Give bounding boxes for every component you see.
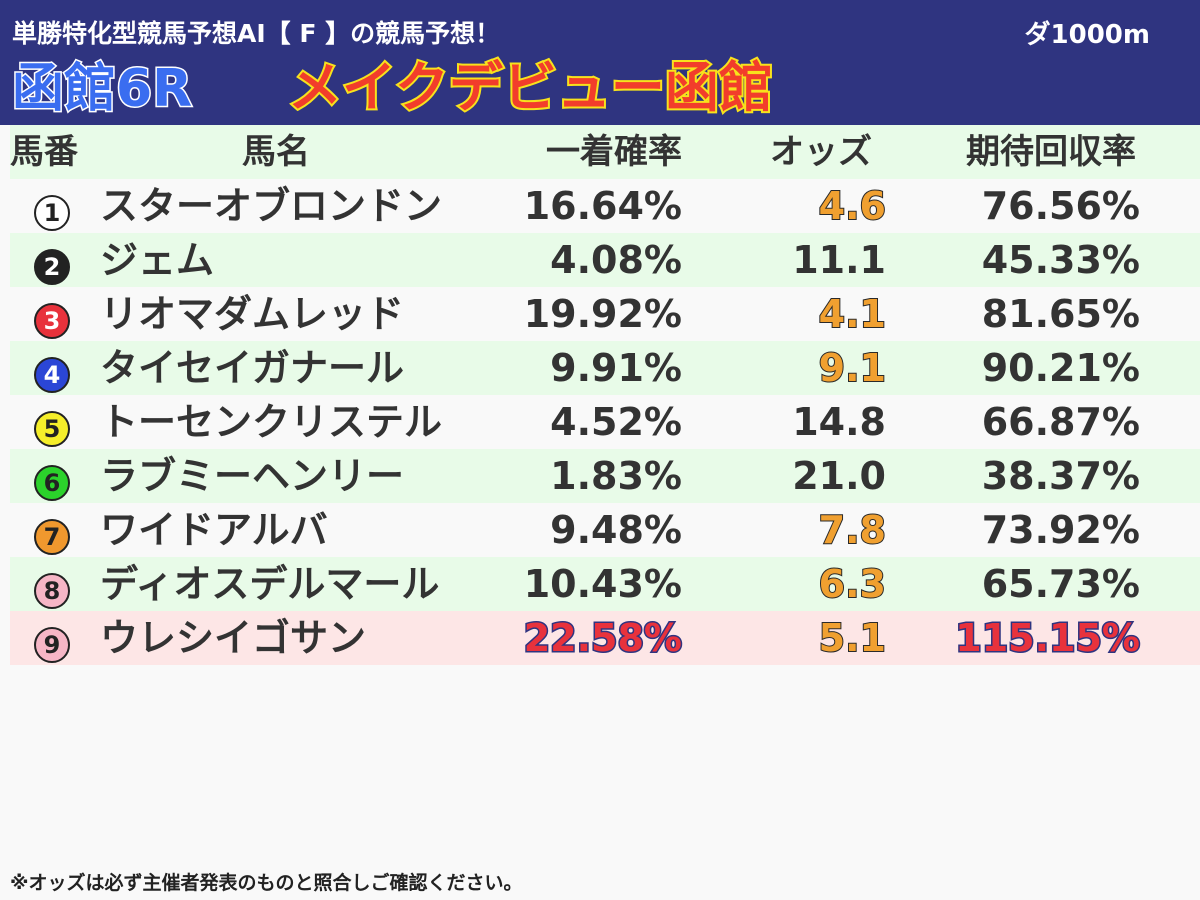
- table-row: 2 ジェム 4.08% 11.1 45.33%: [10, 233, 1200, 287]
- site-subtitle: 単勝特化型競馬予想AI【 F 】の競馬予想！: [12, 19, 501, 48]
- odds-value: 7.8: [818, 507, 887, 553]
- win-probability: 9.48%: [550, 508, 682, 552]
- odds-value: 5.1: [818, 615, 887, 661]
- race-distance: ダ1000m: [1024, 20, 1150, 50]
- table-header-row: 馬番 馬名 一着確率 オッズ 期待回収率: [10, 125, 1200, 179]
- expected-return: 90.21%: [981, 346, 1140, 390]
- win-probability-top: 22.58%: [522, 615, 683, 662]
- table-row-highlighted: 9 ウレシイゴサン 22.58% 5.1 115.15%: [10, 611, 1200, 665]
- win-probability: 10.43%: [523, 562, 682, 606]
- expected-return: 45.33%: [981, 238, 1140, 282]
- race-number: 函館6R: [10, 58, 193, 121]
- odds-value: 14.8: [792, 400, 886, 444]
- expected-return: 65.73%: [981, 562, 1140, 606]
- horse-name: スターオブロンドン: [100, 184, 443, 228]
- race-name: メイクデビュー函館: [286, 54, 775, 121]
- win-probability: 19.92%: [523, 292, 682, 336]
- horse-number-badge: 2: [34, 248, 70, 285]
- odds-value: 4.6: [818, 183, 887, 229]
- win-probability: 1.83%: [550, 454, 682, 498]
- horse-number-badge: 8: [34, 572, 70, 609]
- odds-value: 4.1: [818, 291, 887, 337]
- expected-return: 66.87%: [981, 400, 1140, 444]
- horse-name: リオマダムレッド: [100, 292, 405, 336]
- table-row: 3 リオマダムレッド 19.92% 4.1 81.65%: [10, 287, 1200, 341]
- horse-name: ラブミーヘンリー: [100, 454, 405, 498]
- odds-disclaimer: ※オッズは必ず主催者発表のものと照合しご確認ください。: [10, 872, 523, 894]
- horse-name: トーセンクリステル: [100, 400, 443, 444]
- expected-return-top: 115.15%: [954, 615, 1142, 662]
- horse-number-badge: 5: [34, 410, 70, 447]
- win-probability: 4.52%: [550, 400, 682, 444]
- odds-value: 21.0: [792, 454, 886, 498]
- horse-number-badge: 6: [34, 464, 70, 501]
- horse-number-badge: 9: [34, 626, 70, 663]
- horse-name: ワイドアルバ: [100, 508, 328, 552]
- header-num: 馬番: [10, 132, 78, 172]
- table-row: 1 スターオブロンドン 16.64% 4.6 76.56%: [10, 179, 1200, 233]
- horse-name: タイセイガナール: [100, 346, 405, 390]
- header-name: 馬名: [242, 132, 310, 172]
- prediction-table: 馬番 馬名 一着確率 オッズ 期待回収率 1 スターオブロンドン 16.64% …: [10, 125, 1200, 665]
- win-probability: 9.91%: [550, 346, 682, 390]
- table-row: 8 ディオスデルマール 10.43% 6.3 65.73%: [10, 557, 1200, 611]
- horse-number-badge: 1: [34, 194, 70, 231]
- horse-number-badge: 7: [34, 518, 70, 555]
- win-probability: 4.08%: [550, 238, 682, 282]
- odds-value: 6.3: [818, 561, 887, 607]
- expected-return: 81.65%: [981, 292, 1140, 336]
- expected-return: 38.37%: [981, 454, 1140, 498]
- table-row: 7 ワイドアルバ 9.48% 7.8 73.92%: [10, 503, 1200, 557]
- header-odds: オッズ: [770, 132, 872, 172]
- table-row: 5 トーセンクリステル 4.52% 14.8 66.87%: [10, 395, 1200, 449]
- win-probability: 16.64%: [523, 184, 682, 228]
- header-banner: 単勝特化型競馬予想AI【 F 】の競馬予想！ ダ1000m 函館6R メイクデビ…: [0, 0, 1200, 125]
- header-expected-return: 期待回収率: [966, 132, 1136, 172]
- table-row: 6 ラブミーヘンリー 1.83% 21.0 38.37%: [10, 449, 1200, 503]
- expected-return: 76.56%: [981, 184, 1140, 228]
- header-win-prob: 一着確率: [546, 132, 682, 172]
- odds-value: 11.1: [792, 238, 886, 282]
- horse-number-badge: 3: [34, 302, 70, 339]
- horse-name: ウレシイゴサン: [100, 616, 367, 660]
- horse-number-badge: 4: [34, 356, 70, 393]
- expected-return: 73.92%: [981, 508, 1140, 552]
- table-row: 4 タイセイガナール 9.91% 9.1 90.21%: [10, 341, 1200, 395]
- horse-name: ジェム: [100, 238, 215, 282]
- horse-name: ディオスデルマール: [100, 562, 440, 606]
- odds-value: 9.1: [818, 345, 887, 391]
